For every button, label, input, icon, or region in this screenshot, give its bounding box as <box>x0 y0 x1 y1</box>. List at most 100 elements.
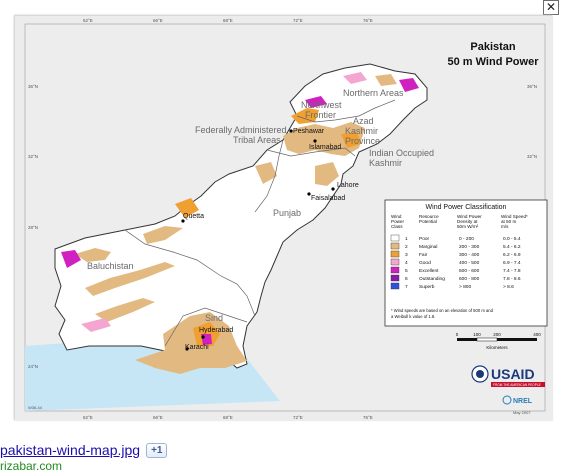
lon-label-5: 76°E <box>363 18 373 23</box>
legend-swatch-class-5 <box>390 266 400 274</box>
scale-tick-0: 0 <box>456 332 459 337</box>
map-id: W36-44 <box>28 405 43 410</box>
legend-header-speed-3: m/s <box>501 224 509 229</box>
scale-unit: Kilometers <box>486 345 508 350</box>
legend-header-class-1: Wind <box>391 214 402 219</box>
nrel-logo: NREL <box>502 395 533 405</box>
legend-box <box>384 199 548 327</box>
legend-header-speed-1: Wind Speed* <box>501 214 528 219</box>
lon-label-bottom-3: 68°E <box>223 415 233 420</box>
legend-potential-5: Excellent <box>419 268 439 274</box>
scale-tick-2: 200 <box>493 332 501 337</box>
legend-swatch-class-3 <box>390 250 400 258</box>
legend-class-4: 4 <box>405 260 408 266</box>
image-filename-link[interactable]: pakistan-wind-map.jpg <box>0 442 141 458</box>
close-icon: ✕ <box>545 0 557 14</box>
region-sind: Sind <box>205 313 223 323</box>
legend-header-density-3: 50m W/m² <box>457 224 479 229</box>
legend-density-6: 600 - 800 <box>459 276 480 282</box>
legend-swatch-class-1 <box>390 234 400 242</box>
legend-speed-7: > 8.6 <box>503 284 514 290</box>
city-dot-faisalabad <box>307 192 311 196</box>
map-title: Pakistan <box>470 41 516 53</box>
city-hyderabad: Hyderabad <box>199 327 233 334</box>
legend-potential-2: Marginal <box>419 244 437 250</box>
city-peshawar: Peshawar <box>293 128 325 135</box>
legend-class-3: 3 <box>405 252 408 258</box>
lon-label-bottom-5: 76°E <box>363 415 373 420</box>
region-nwfp-line2: Frontier <box>305 110 336 120</box>
legend-class-5: 5 <box>405 268 408 274</box>
image-caption: pakistan-wind-map.jpg +1 <box>0 440 168 460</box>
legend: Wind Power Classification Wind Power Cla… <box>384 199 548 327</box>
legend-density-2: 200 - 300 <box>459 244 480 250</box>
map-subtitle: 50 m Wind Power <box>448 56 540 68</box>
city-dot-quetta <box>181 219 185 223</box>
lat-label-1: 36°N <box>28 84 38 89</box>
wind-class-areas <box>61 72 419 374</box>
province-boundaries <box>124 99 396 347</box>
legend-footnote-2: a Weibull k value of 1.8. <box>391 314 435 319</box>
legend-potential-4: Good <box>419 260 431 266</box>
scale-bar: 0 100 200 400 Kilometers <box>456 332 542 350</box>
city-dot-karachi <box>185 347 189 351</box>
legend-class-6: 6 <box>405 276 408 282</box>
city-dot-islamabad <box>313 139 317 143</box>
city-dot-hyderabad <box>201 335 205 339</box>
legend-density-3: 300 - 400 <box>459 252 480 258</box>
legend-potential-7: Superb <box>419 284 435 290</box>
close-button[interactable]: ✕ <box>543 0 559 15</box>
map-date: May 2007 <box>513 410 531 415</box>
region-indian-kashmir-line2: Kashmir <box>369 158 402 168</box>
wind-map-svg: Northern Areas Northwest Frontier Federa… <box>15 16 553 421</box>
city-quetta: Quetta <box>183 213 204 220</box>
lon-label-2: 66°E <box>153 18 163 23</box>
legend-speed-3: 6.2 - 6.9 <box>503 252 521 258</box>
city-karachi: Karachi <box>185 344 209 351</box>
image-source-url[interactable]: rizabar.com <box>0 459 63 473</box>
legend-header-density-1: Wind Power <box>457 214 482 219</box>
arabian-sea <box>25 336 280 411</box>
region-azad-line1: Azad <box>353 116 374 126</box>
legend-potential-3: Fair <box>419 252 428 258</box>
scale-tick-3: 400 <box>533 332 541 337</box>
lon-label-bottom-2: 66°E <box>153 415 163 420</box>
legend-class-2: 2 <box>405 244 408 250</box>
legend-swatch-class-2 <box>390 242 400 250</box>
legend-density-7: > 800 <box>459 284 471 290</box>
legend-density-5: 500 - 600 <box>459 268 480 274</box>
lon-label-1: 62°E <box>83 18 93 23</box>
scale-tick-1: 100 <box>473 332 481 337</box>
lon-label-3: 68°E <box>223 18 233 23</box>
legend-speed-1: 0.0 - 5.4 <box>503 236 521 242</box>
legend-swatch-class-7 <box>390 282 400 290</box>
plus-one-button[interactable]: +1 <box>146 442 168 458</box>
lon-label-4: 72°E <box>293 18 303 23</box>
lat-label-right-2: 32°N <box>527 154 537 159</box>
legend-header-resource-1: Resource <box>419 214 439 219</box>
legend-speed-5: 7.4 - 7.8 <box>503 268 521 274</box>
lat-label-4: 24°N <box>28 364 38 369</box>
city-islamabad: Islamabad <box>309 144 341 151</box>
region-fata-line1: Federally Administered <box>195 125 287 135</box>
region-fata-line2: Tribal Areas <box>233 135 281 145</box>
legend-swatch-class-4 <box>390 258 400 266</box>
wind-map-image[interactable]: Northern Areas Northwest Frontier Federa… <box>14 15 553 421</box>
city-dot-peshawar <box>289 129 293 133</box>
legend-potential-1: Poor <box>419 236 430 242</box>
usaid-logo: USAID FROM THE AMERICAN PEOPLE <box>471 365 545 387</box>
lon-label-bottom-4: 72°E <box>293 415 303 420</box>
legend-class-7: 7 <box>405 284 408 290</box>
legend-title: Wind Power Classification <box>426 204 507 211</box>
region-nwfp-line1: Northwest <box>301 100 342 110</box>
nrel-icon <box>502 395 512 405</box>
lon-label-bottom-1: 62°E <box>83 415 93 420</box>
legend-speed-4: 6.9 - 7.4 <box>503 260 521 266</box>
region-azad-line3: Province <box>345 136 380 146</box>
region-punjab: Punjab <box>273 208 301 218</box>
legend-speed-2: 5.4 - 6.2 <box>503 244 521 250</box>
legend-footnote-1: * Wind speeds are based on an elevation … <box>391 308 494 313</box>
region-northern-areas: Northern Areas <box>343 88 404 98</box>
legend-swatch-class-6 <box>390 274 400 282</box>
